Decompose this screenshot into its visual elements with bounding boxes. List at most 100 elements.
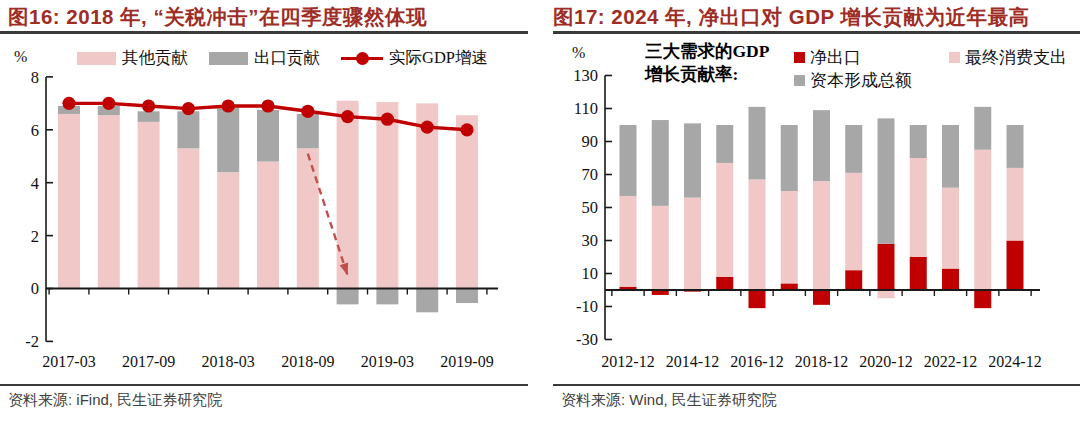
bar-segment-gray xyxy=(749,107,766,180)
footer-rule xyxy=(553,384,1080,386)
bar-segment-gray xyxy=(456,289,478,304)
bar-segment-gray xyxy=(138,111,160,122)
bar-segment-pink xyxy=(297,148,319,288)
bar-segment-pink xyxy=(813,181,830,290)
legend-label: 其他贡献 xyxy=(122,47,188,69)
legend-item-export: 出口贡献 xyxy=(209,47,320,69)
bar-segment-pink xyxy=(910,158,927,257)
bar-segment-red xyxy=(716,277,733,290)
legend-label: 资本形成总额 xyxy=(810,69,912,92)
bar-segment-gray xyxy=(942,125,959,188)
bar-segment-red xyxy=(974,290,991,308)
pink-swatch xyxy=(949,52,960,63)
bar-segment-red xyxy=(942,269,959,290)
gdp-line-marker xyxy=(102,97,115,110)
legend-item-netexport: 净出口 xyxy=(794,46,861,69)
bar-segment-gray xyxy=(845,125,862,173)
bar-segment-pink xyxy=(749,179,766,290)
y-axis-label: 110 xyxy=(574,99,598,118)
x-axis-label: 2017-03 xyxy=(42,353,95,370)
bar-segment-red xyxy=(845,270,862,290)
bar-segment-pink xyxy=(337,101,359,289)
bar-segment-pink xyxy=(878,290,895,298)
bar-segment-pink xyxy=(974,150,991,290)
bar-segment-gray xyxy=(177,111,199,148)
legend-label: 实际GDP增速 xyxy=(389,47,488,69)
bar-segment-pink xyxy=(257,162,279,289)
gdp-line-marker xyxy=(341,110,354,123)
gdp-line-marker xyxy=(301,105,314,118)
chart-panel-17: 图17: 2024 年, 净出口对 GDP 增长贡献为近年最高 13011090… xyxy=(540,0,1080,421)
source-note: 资料来源: iFind, 民生证券研究院 xyxy=(8,391,222,410)
y-axis-label: 90 xyxy=(582,132,599,151)
bar-segment-gray xyxy=(910,125,927,158)
chart17-legend-header: 三大需求的GDP 增长贡献率: xyxy=(645,40,769,86)
gdp-line-marker xyxy=(381,113,394,126)
legend-label: 最终消费支出 xyxy=(965,46,1067,69)
x-axis-label: 2020-12 xyxy=(859,353,912,370)
legend-item-consumption: 最终消费支出 xyxy=(949,46,1067,69)
x-axis-label: 2017-09 xyxy=(122,353,175,370)
bar-segment-pink xyxy=(1007,168,1024,241)
bar-segment-pink xyxy=(716,163,733,277)
legend-label: 出口贡献 xyxy=(254,47,320,69)
line-marker-icon xyxy=(341,51,383,65)
bar-segment-red xyxy=(878,244,895,290)
x-axis-label: 2024-12 xyxy=(988,353,1041,370)
bar-segment-pink xyxy=(58,114,80,289)
bar-segment-gray xyxy=(376,289,398,305)
legend-item-other: 其他贡献 xyxy=(77,47,188,69)
y-axis-label: 8 xyxy=(31,68,39,87)
gray-swatch xyxy=(209,52,248,65)
y-axis-label: 70 xyxy=(582,165,599,184)
gdp-line-marker xyxy=(421,121,434,134)
x-axis-label: 2018-03 xyxy=(202,353,255,370)
gdp-line-marker xyxy=(222,99,235,112)
bar-segment-gray xyxy=(297,114,319,148)
x-axis-label: 2018-12 xyxy=(795,353,848,370)
y-axis-label: -30 xyxy=(576,330,598,349)
report-page: 图16: 2018 年, “关税冲击”在四季度骤然体现 86420-22017-… xyxy=(0,0,1080,421)
bar-segment-pink xyxy=(138,122,160,289)
unit-label: % xyxy=(572,44,585,61)
bar-segment-pink xyxy=(376,102,398,288)
legend-item-gdp: 实际GDP增速 xyxy=(341,47,488,69)
y-axis-label: 6 xyxy=(31,121,39,140)
x-axis-label: 2018-09 xyxy=(281,353,334,370)
legend-label: 净出口 xyxy=(810,46,861,69)
x-axis-label: 2012-12 xyxy=(601,353,654,370)
gdp-line-marker xyxy=(142,99,155,112)
footer-rule xyxy=(0,384,528,386)
source-note: 资料来源: Wind, 民生证券研究院 xyxy=(561,391,777,410)
bar-segment-pink xyxy=(98,115,120,288)
x-axis-label: 2022-12 xyxy=(924,353,977,370)
y-axis-label: -10 xyxy=(576,297,598,316)
x-axis-label: 2019-03 xyxy=(361,353,414,370)
pink-swatch xyxy=(77,52,116,65)
bar-segment-red xyxy=(781,283,798,290)
y-axis-label: 50 xyxy=(582,198,599,217)
y-axis-label: 0 xyxy=(31,279,39,298)
gdp-line-marker xyxy=(182,102,195,115)
bar-segment-gray xyxy=(1007,125,1024,168)
gdp-line-marker xyxy=(261,99,274,112)
chart16-legend: 其他贡献 出口贡献 实际GDP增速 xyxy=(77,47,488,69)
bar-segment-pink xyxy=(620,196,637,287)
bar-segment-gray xyxy=(781,125,798,191)
bar-segment-red xyxy=(749,290,766,308)
bar-segment-gray xyxy=(652,120,669,206)
y-axis-label: -2 xyxy=(25,332,39,351)
bar-segment-pink xyxy=(684,198,701,290)
bar-segment-pink xyxy=(217,172,239,288)
bar-segment-gray xyxy=(974,107,991,150)
bar-segment-pink xyxy=(652,206,669,290)
chart-panel-16: 图16: 2018 年, “关税冲击”在四季度骤然体现 86420-22017-… xyxy=(0,0,540,421)
bar-segment-red xyxy=(1007,241,1024,291)
y-axis-label: 130 xyxy=(573,66,598,85)
bar-segment-gray xyxy=(620,125,637,196)
y-axis-label: 2 xyxy=(31,227,39,246)
unit-label: % xyxy=(14,48,27,65)
bar-segment-red xyxy=(813,290,830,305)
gdp-line-marker xyxy=(460,123,473,136)
gray-swatch xyxy=(794,75,805,86)
